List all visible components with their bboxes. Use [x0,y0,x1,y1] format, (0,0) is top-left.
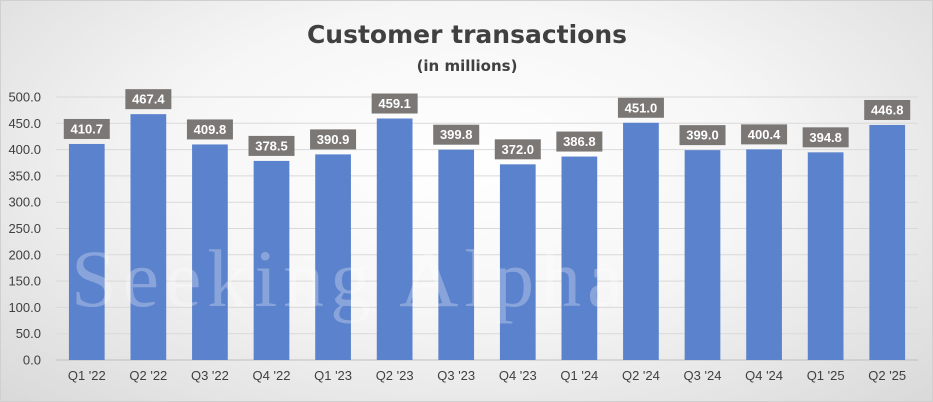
data-label-value: 378.5 [255,138,288,153]
data-label: 451.0 [617,97,664,118]
data-label-background [864,99,911,120]
data-label: 399.8 [433,124,480,145]
data-label-background [679,125,726,146]
data-label-value: 459.1 [378,96,411,111]
x-tick-label: Q2 '24 [622,368,660,383]
watermark: Seeking Alpha [71,233,630,324]
x-tick-label: Q3 '24 [684,368,722,383]
data-label: 386.8 [556,131,603,152]
bar [746,149,782,360]
bar [376,118,413,360]
data-label-background [556,131,603,152]
x-tick-label: Q4 '23 [499,368,537,383]
bar [130,114,167,360]
x-tick-label: Q2 '23 [376,368,414,383]
data-label-background [248,135,295,156]
data-label-value: 394.8 [809,130,842,145]
bar [684,150,721,360]
data-label-value: 409.8 [194,122,227,137]
y-axis-ticks: 0.0 50.0 100.0 150.0 200.0 250.0 300.0 350.0 400… [8,90,41,368]
data-label-value: 467.4 [132,92,165,107]
data-label-value: 399.0 [686,128,719,143]
x-tick-label: Q1 '22 [68,368,106,383]
data-label: 467.4 [125,89,172,110]
bars [68,114,906,360]
bar [623,122,659,360]
chart-title: Customer transactions [307,20,627,49]
bar [253,160,290,360]
data-label-background [310,129,357,150]
data-label-background [494,139,541,160]
x-tick-label: Q2 '22 [129,368,167,383]
data-label-value: 386.8 [563,134,596,149]
x-tick-label: Q3 '22 [191,368,229,383]
y-tick-label: 100.0 [8,300,41,315]
data-label: 394.8 [802,127,849,148]
x-tick-label: Q1 '25 [807,368,845,383]
y-tick-label: 300.0 [8,195,41,210]
x-tick-label: Q1 '24 [560,368,598,383]
data-label-value: 451.0 [625,100,658,115]
chart-subtitle: (in millions) [417,57,518,75]
data-labels: 410.7 467.4 409.8 378.5 390.9 459.1 399.8 372.0… [63,89,911,160]
data-label: 390.9 [310,129,357,150]
data-label-value: 399.8 [440,127,473,142]
data-label: 378.5 [248,135,295,156]
y-tick-label: 0.0 [23,353,41,368]
data-label-value: 446.8 [871,102,904,117]
data-label-background [125,89,172,110]
bar [192,144,228,360]
data-label: 459.1 [371,93,418,114]
data-label-background [433,124,480,145]
data-label-background [186,119,233,140]
data-label-value: 410.7 [71,121,104,136]
x-tick-label: Q4 '22 [253,368,291,383]
data-label: 446.8 [864,99,911,120]
data-label-value: 372.0 [502,142,535,157]
data-label-background [63,118,110,139]
data-label-value: 400.4 [748,127,781,142]
bar [869,124,906,360]
bar [68,143,105,360]
y-tick-label: 250.0 [8,221,41,236]
bar [499,164,536,360]
data-label-background [617,97,664,118]
data-label-background [371,93,418,114]
data-label-background [741,124,788,145]
data-label: 400.4 [741,124,788,145]
y-tick-label: 400.0 [8,142,41,157]
y-tick-label: 500.0 [8,90,41,105]
bar [315,154,351,360]
y-tick-label: 450.0 [8,116,41,131]
bar [438,149,475,360]
data-label: 399.0 [679,125,726,146]
data-label-value: 390.9 [317,132,350,147]
data-label-background [802,127,849,148]
x-tick-label: Q1 '23 [314,368,352,383]
x-tick-label: Q3 '23 [437,368,475,383]
y-tick-label: 350.0 [8,168,41,183]
x-tick-label: Q2 '25 [868,368,906,383]
data-label: 372.0 [494,139,541,160]
y-tick-label: 150.0 [8,274,41,289]
x-axis-ticks: Q1 '22 Q2 '22 Q3 '22 Q4 '22 Q1 '23 Q2 '23 Q3 '… [68,368,906,383]
y-tick-label: 200.0 [8,247,41,262]
y-tick-label: 50.0 [16,326,41,341]
data-label: 410.7 [63,118,110,139]
bar [561,156,598,360]
bar [807,152,844,360]
data-label: 409.8 [186,119,233,140]
x-tick-label: Q4 '24 [745,368,783,383]
